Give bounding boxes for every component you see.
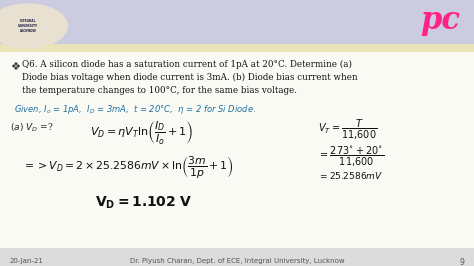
Text: $= 25.2586mV$: $= 25.2586mV$ (318, 170, 383, 181)
Text: Q6. A silicon diode has a saturation current of 1pA at 20°C. Determine (a): Q6. A silicon diode has a saturation cur… (22, 60, 352, 69)
Text: 20-Jan-21: 20-Jan-21 (10, 258, 44, 264)
Circle shape (0, 4, 67, 48)
Bar (0, 248, 474, 266)
Text: $=>V_D = 2 \times 25.2586mV \times \ln\!\left(\dfrac{3m}{1p} + 1\right)$: $=>V_D = 2 \times 25.2586mV \times \ln\!… (22, 155, 234, 181)
Bar (0, 0, 474, 44)
Text: $\mathbf{V_D = 1.102\ V}$: $\mathbf{V_D = 1.102\ V}$ (95, 195, 192, 211)
Text: $(a)\ V_D$ =?: $(a)\ V_D$ =? (10, 122, 54, 135)
Bar (0, 247, 474, 248)
Text: pc: pc (420, 5, 460, 35)
Text: 9: 9 (459, 258, 464, 266)
Text: Dr. Piyush Charan, Dept. of ECE, Integral University, Lucknow: Dr. Piyush Charan, Dept. of ECE, Integra… (130, 258, 344, 264)
Text: $V_D = \eta V_T \ln\!\left(\dfrac{I_D}{I_o} + 1\right)$: $V_D = \eta V_T \ln\!\left(\dfrac{I_D}{I… (90, 120, 193, 147)
Text: Diode bias voltage when diode current is 3mA. (b) Diode bias current when: Diode bias voltage when diode current is… (22, 73, 357, 82)
Text: the temperature changes to 100°C, for the same bias voltage.: the temperature changes to 100°C, for th… (22, 86, 297, 95)
Text: $V_T = \dfrac{T}{11{,}600}$: $V_T = \dfrac{T}{11{,}600}$ (318, 118, 377, 142)
Text: $= \dfrac{273^{\circ} + 20^{\circ}}{11{,}600}$: $= \dfrac{273^{\circ} + 20^{\circ}}{11{,… (318, 145, 384, 169)
Text: ❖: ❖ (10, 62, 20, 72)
Bar (0, 44, 474, 52)
Text: INTEGRAL
UNIVERSITY
LUCKNOW: INTEGRAL UNIVERSITY LUCKNOW (18, 19, 38, 33)
Text: Given, $I_o$ = 1pA,  $I_D$ = 3mA,  $t$ = 20°C,  $\eta$ = 2 $for\ Si\ Diode.$: Given, $I_o$ = 1pA, $I_D$ = 3mA, $t$ = 2… (14, 103, 256, 116)
